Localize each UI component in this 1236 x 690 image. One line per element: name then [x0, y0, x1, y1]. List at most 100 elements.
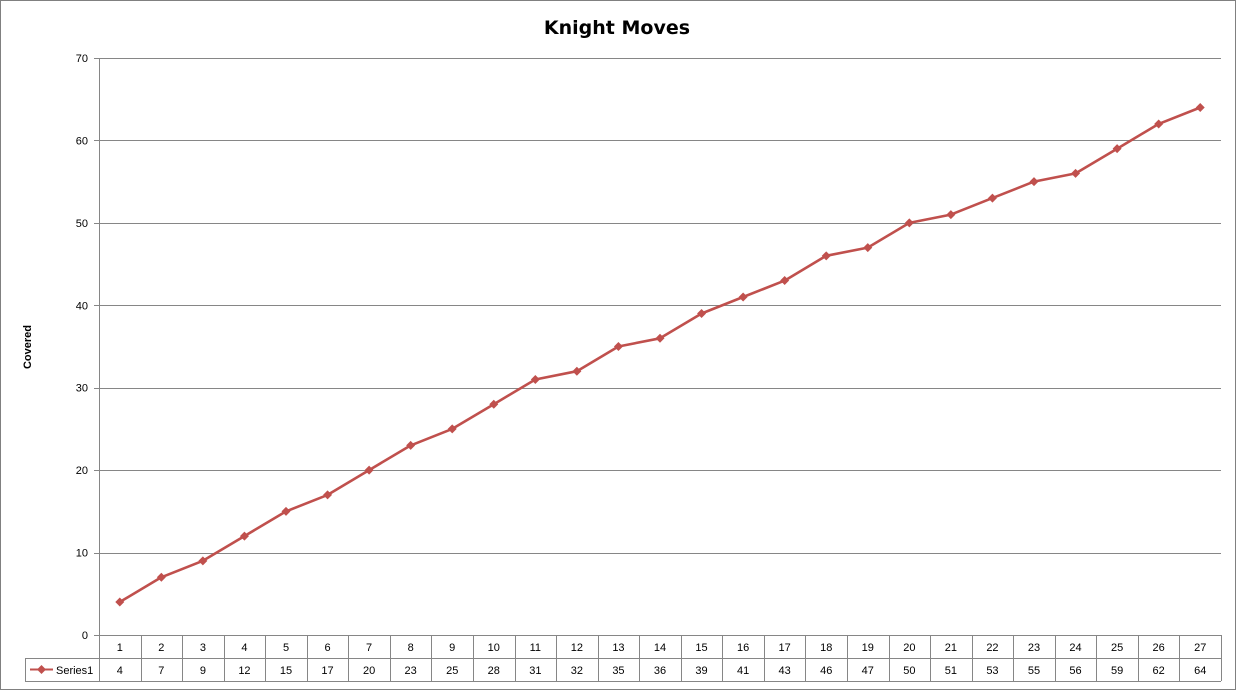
data-table-value: 41	[737, 665, 749, 677]
data-table: 1 2 3 4 5 6 7 8 9 10 11 12 13 14 15 16 17 18 19 20 21 22 23 24 2…	[25, 635, 1222, 682]
data-table-value: 43	[779, 665, 791, 677]
x-tick-label: 19	[862, 642, 874, 654]
data-table-value: 64	[1194, 665, 1206, 677]
x-tick-label: 17	[779, 642, 791, 654]
x-tick-label: 25	[1111, 642, 1123, 654]
x-tick-label: 8	[408, 642, 414, 654]
data-table-value: 59	[1111, 665, 1123, 677]
data-table-value: 46	[820, 665, 832, 677]
x-tick-label: 12	[571, 642, 583, 654]
y-axis-label: Covered	[22, 325, 34, 369]
x-tick-label: 23	[1028, 642, 1040, 654]
data-point	[489, 399, 499, 409]
y-tick-label: 10	[76, 548, 88, 560]
axes	[94, 58, 100, 681]
data-point	[697, 309, 707, 319]
data-table-value: 20	[363, 665, 375, 677]
x-tick-label: 9	[449, 642, 455, 654]
data-table-value: 50	[903, 665, 915, 677]
x-tick-label: 22	[986, 642, 998, 654]
data-point	[156, 572, 166, 582]
data-table-value: 56	[1069, 665, 1081, 677]
y-tick-label: 60	[76, 135, 88, 147]
data-point	[1071, 168, 1081, 178]
data-point	[904, 218, 914, 228]
x-tick-label: 15	[695, 642, 707, 654]
data-table-value: 7	[158, 665, 164, 677]
y-tick-label: 0	[82, 630, 88, 642]
y-tick-label: 20	[76, 465, 88, 477]
data-table-value: 55	[1028, 665, 1040, 677]
data-point	[1029, 177, 1039, 187]
data-table-value: 32	[571, 665, 583, 677]
chart-title: Knight Moves	[544, 17, 690, 39]
data-point	[198, 556, 208, 566]
x-tick-label: 16	[737, 642, 749, 654]
y-tick-label: 40	[76, 300, 88, 312]
data-table-value: 53	[986, 665, 998, 677]
data-table-value: 62	[1153, 665, 1165, 677]
x-tick-label: 21	[945, 642, 957, 654]
data-point	[1195, 102, 1205, 112]
x-tick-label: 1	[117, 642, 123, 654]
data-table-value: 39	[695, 665, 707, 677]
data-point	[780, 276, 790, 286]
x-tick-label: 4	[241, 642, 247, 654]
x-tick-label: 14	[654, 642, 666, 654]
data-table-value: 4	[117, 665, 123, 677]
data-point	[323, 490, 333, 500]
data-point	[406, 440, 416, 450]
data-point	[239, 531, 249, 541]
x-tick-label: 26	[1153, 642, 1165, 654]
x-tick-label: 2	[158, 642, 164, 654]
data-table-value: 35	[612, 665, 624, 677]
data-table-value: 47	[862, 665, 874, 677]
data-table-value: 9	[200, 665, 206, 677]
x-tick-label: 3	[200, 642, 206, 654]
legend-entry: Series1	[56, 665, 93, 677]
y-tick-labels: 0 10 20 30 40 50 60 70	[76, 53, 88, 642]
data-point	[738, 292, 748, 302]
x-tick-label: 18	[820, 642, 832, 654]
legend-key-marker	[37, 665, 46, 674]
y-tick-label: 70	[76, 53, 88, 65]
data-point	[1154, 119, 1164, 129]
data-table-value: 31	[529, 665, 541, 677]
x-tick-label: 7	[366, 642, 372, 654]
data-point	[447, 424, 457, 434]
data-table-value: 12	[238, 665, 250, 677]
data-point	[572, 366, 582, 376]
y-tick-label: 50	[76, 218, 88, 230]
data-table-value: 25	[446, 665, 458, 677]
data-point	[863, 243, 873, 253]
data-point	[281, 506, 291, 516]
data-point	[821, 251, 831, 261]
x-tick-label: 24	[1069, 642, 1081, 654]
data-table-value: 51	[945, 665, 957, 677]
data-point	[946, 210, 956, 220]
data-table-value: 28	[488, 665, 500, 677]
x-tick-label: 20	[903, 642, 915, 654]
data-point	[1112, 144, 1122, 154]
x-tick-label: 13	[612, 642, 624, 654]
x-tick-label: 5	[283, 642, 289, 654]
gridlines	[99, 58, 1221, 554]
x-tick-label: 11	[530, 642, 541, 654]
data-point	[530, 374, 540, 384]
x-tick-label: 27	[1194, 642, 1206, 654]
series-layer	[115, 102, 1205, 607]
data-table-value: 17	[321, 665, 333, 677]
x-tick-label: 10	[488, 642, 500, 654]
data-table-value: 15	[280, 665, 292, 677]
x-tick-label: 6	[324, 642, 330, 654]
y-tick-label: 30	[76, 383, 88, 395]
data-point	[115, 597, 125, 607]
data-point	[613, 342, 623, 351]
data-table-value: 36	[654, 665, 666, 677]
data-point	[655, 333, 665, 343]
data-point	[364, 465, 374, 475]
data-table-value: 23	[405, 665, 417, 677]
data-point	[987, 193, 997, 203]
